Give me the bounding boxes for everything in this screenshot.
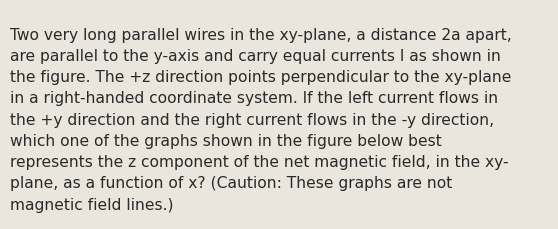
- Text: Two very long parallel wires in the xy-plane, a distance 2a apart,
are parallel : Two very long parallel wires in the xy-p…: [10, 27, 512, 212]
